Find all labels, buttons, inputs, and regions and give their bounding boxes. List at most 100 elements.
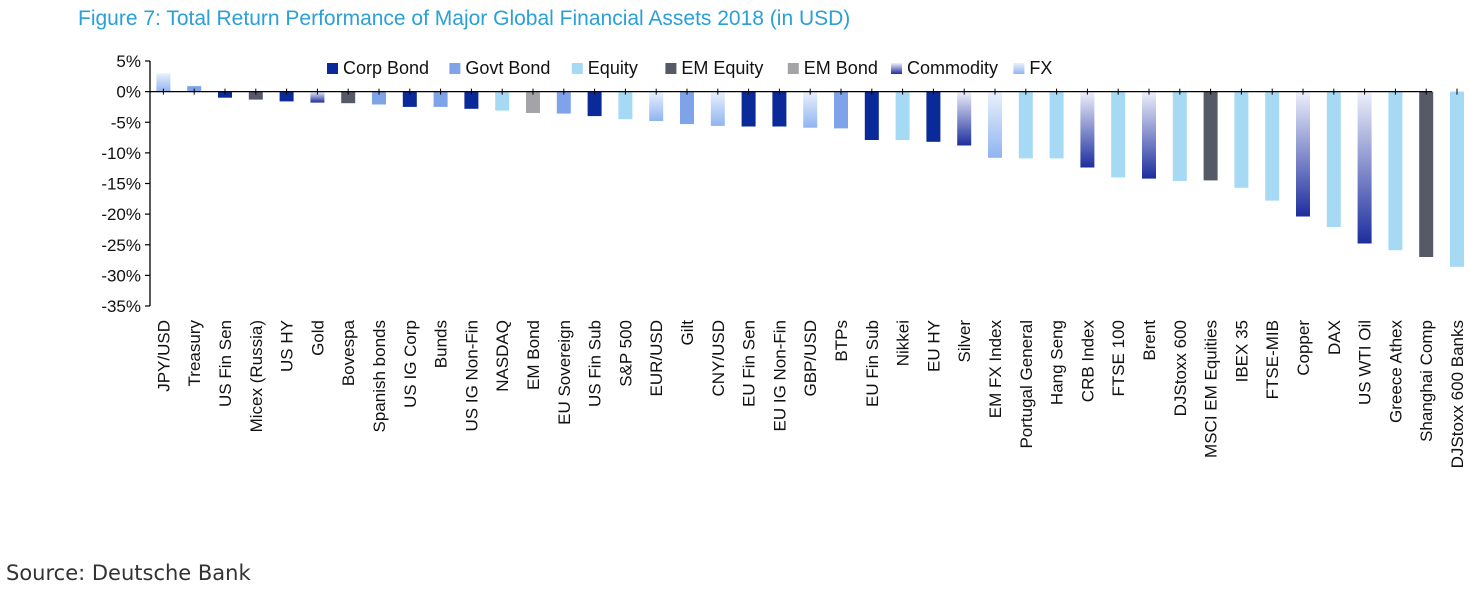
legend-item-govt-bond: Govt Bond — [449, 58, 550, 78]
bar-shanghai-comp — [1419, 91, 1434, 257]
x-tick-label-us-wti-oil: US WTI Oil — [1356, 320, 1375, 405]
bar-ftse-100 — [1111, 91, 1126, 178]
bar-us-fin-sen — [218, 91, 232, 98]
x-tick-label-djstoxx-600: DJStoxx 600 — [1171, 320, 1190, 416]
bar-eur-usd — [649, 91, 664, 121]
y-tick-label: -15% — [101, 175, 141, 194]
bar-nikkei — [895, 91, 910, 140]
bar-em-fx-index — [988, 91, 1002, 158]
bar-copper — [1296, 91, 1310, 217]
bar-s-p-500 — [618, 91, 633, 120]
x-tick-label-nasdaq: NASDAQ — [493, 320, 512, 392]
x-tick-label-jpy-usd: JPY/USD — [154, 320, 173, 392]
x-tick-label-djstoxx-600-banks: DJStoxx 600 Banks — [1448, 320, 1467, 468]
x-tick-label-shanghai-comp: Shanghai Comp — [1417, 320, 1436, 442]
bar-us-hy — [279, 91, 294, 102]
x-tick-label-us-ig-non-fin: US IG Non-Fin — [462, 320, 481, 431]
bar-us-wti-oil — [1357, 91, 1372, 244]
chart-title: Figure 7: Total Return Performance of Ma… — [78, 7, 851, 30]
legend-label: EM Bond — [804, 58, 878, 78]
x-tick-label-ibex-35: IBEX 35 — [1232, 320, 1251, 382]
x-tick-label-us-fin-sub: US Fin Sub — [586, 320, 605, 407]
x-tick-label-btps: BTPs — [832, 320, 851, 362]
bar-eu-fin-sen — [741, 91, 756, 127]
bars — [156, 73, 1464, 267]
legend-label: Govt Bond — [465, 58, 550, 78]
bar-silver — [957, 91, 972, 146]
bar-us-fin-sub — [587, 91, 602, 117]
bar-djstoxx-600 — [1172, 91, 1187, 181]
y-tick-label: -10% — [101, 144, 141, 163]
bar-eu-sovereign — [556, 91, 571, 114]
x-axis: JPY/USD Treasury US Fin Sen Micex (Russia) U… — [150, 88, 1467, 468]
y-tick-label: 0% — [116, 83, 141, 102]
x-tick-label-gbp-usd: GBP/USD — [801, 320, 820, 397]
chart-source: Source: Deutsche Bank — [6, 561, 251, 585]
legend-swatch — [449, 63, 461, 74]
legend-item-em-equity: EM Equity — [665, 58, 763, 78]
legend-swatch — [571, 63, 583, 74]
x-tick-label-brent: Brent — [1140, 320, 1159, 361]
x-tick-label-eur-usd: EUR/USD — [647, 320, 666, 397]
x-tick-label-eu-fin-sub: EU Fin Sub — [863, 320, 882, 407]
bar-spanish-bonds — [372, 91, 386, 105]
y-tick-label: -20% — [101, 205, 141, 224]
bar-jpy-usd — [156, 73, 171, 92]
x-tick-label-eu-hy: EU HY — [924, 320, 943, 372]
bar-gilt — [680, 91, 694, 125]
legend-item-fx: FX — [1013, 58, 1052, 78]
bar-msci-em-equities — [1203, 91, 1218, 181]
x-tick-label-ftse-100: FTSE 100 — [1109, 320, 1128, 397]
x-tick-label-bovespa: Bovespa — [339, 319, 358, 386]
y-tick-label: 5% — [116, 52, 141, 71]
bar-gold — [310, 91, 325, 103]
x-tick-label-us-ig-corp: US IG Corp — [401, 320, 420, 408]
bar-crb-index — [1080, 91, 1095, 168]
legend-label: Commodity — [907, 58, 998, 78]
x-tick-label-gold: Gold — [308, 320, 327, 356]
x-tick-label-eu-fin-sen: EU Fin Sen — [740, 320, 759, 407]
bar-ibex-35 — [1234, 91, 1249, 188]
bar-em-bond — [526, 91, 540, 113]
x-tick-label-crb-index: CRB Index — [1078, 320, 1097, 403]
legend-label: EM Equity — [681, 58, 763, 78]
y-tick-label: -35% — [101, 297, 141, 316]
bar-cny-usd — [710, 91, 725, 126]
x-tick-label-em-fx-index: EM FX Index — [986, 320, 1005, 419]
y-tick-label: -5% — [111, 113, 141, 132]
x-tick-label-msci-em-equities: MSCI EM Equities — [1202, 320, 1221, 458]
bar-dax — [1326, 91, 1341, 227]
bar-ftse-mib — [1265, 91, 1280, 201]
bar-nasdaq — [495, 91, 510, 111]
y-tick-label: -30% — [101, 266, 141, 285]
bar-greece-athex — [1388, 91, 1403, 251]
bar-us-ig-non-fin — [464, 91, 479, 109]
x-tick-label-bunds: Bunds — [432, 320, 451, 368]
legend-label: Equity — [588, 58, 638, 78]
bar-gbp-usd — [803, 91, 818, 128]
legend-item-equity: Equity — [571, 58, 638, 78]
x-tick-label-micex-russia: Micex (Russia) — [247, 320, 266, 432]
legend-swatch — [891, 63, 902, 74]
bar-eu-ig-non-fin — [772, 91, 787, 127]
legend-swatch — [665, 63, 677, 74]
x-tick-label-copper: Copper — [1294, 320, 1313, 376]
x-tick-label-spanish-bonds: Spanish bonds — [370, 320, 389, 432]
legend-label: FX — [1029, 58, 1052, 78]
x-tick-label-nikkei: Nikkei — [894, 320, 913, 366]
x-tick-label-us-hy: US HY — [278, 320, 297, 372]
legend: Corp Bond Govt Bond Equity EM Equity EM Bond… — [327, 58, 1052, 78]
bar-brent — [1142, 91, 1156, 179]
bar-bovespa — [341, 91, 356, 104]
x-tick-label-portugal-general: Portugal General — [1017, 320, 1036, 449]
x-tick-label-cny-usd: CNY/USD — [709, 320, 728, 397]
x-tick-label-us-fin-sen: US Fin Sen — [216, 320, 235, 407]
x-tick-label-gilt: Gilt — [678, 320, 697, 346]
bar-eu-fin-sub — [864, 91, 879, 140]
legend-item-commodity: Commodity — [891, 58, 998, 78]
bar-chart: Corp Bond Govt Bond Equity EM Equity EM Bond… — [101, 52, 1467, 468]
x-tick-label-hang-seng: Hang Seng — [1048, 320, 1067, 405]
y-axis: 5% 0% -5% -10% -15% -20% -25% -30% -35% — [101, 52, 151, 316]
bar-micex-russia — [248, 91, 263, 100]
bar-djstoxx-600-banks — [1450, 91, 1464, 267]
